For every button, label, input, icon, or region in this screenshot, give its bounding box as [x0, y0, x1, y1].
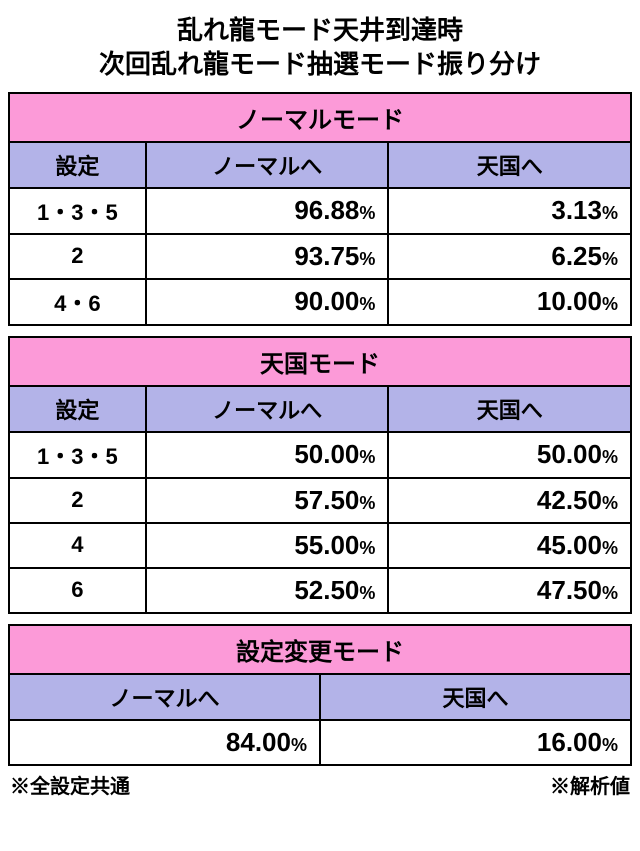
table-row: 1・3・5 50.00% 50.00%: [9, 432, 631, 478]
setting-cell: 1・3・5: [9, 188, 146, 234]
col-header-normal: ノーマルへ: [146, 142, 389, 188]
mode-header-normal: ノーマルモード: [9, 93, 631, 142]
footer: ※全設定共通 ※解析値: [8, 766, 632, 803]
table-row: 2 93.75% 6.25%: [9, 234, 631, 279]
value-cell-heaven: 3.13%: [388, 188, 631, 234]
title-line2: 次回乱れ龍モード抽選モード振り分け: [99, 49, 541, 79]
footer-right: ※解析値: [550, 770, 630, 799]
table-row: 4 55.00% 45.00%: [9, 523, 631, 568]
setting-cell: 6: [9, 568, 146, 613]
col-header-setting: 設定: [9, 142, 146, 188]
table-heaven-mode: 天国モード 設定 ノーマルへ 天国へ 1・3・5 50.00% 50.00% 2…: [8, 336, 632, 614]
title-line1: 乱れ龍モード天井到達時: [177, 15, 463, 45]
spacer: [8, 614, 632, 624]
mode-header-change: 設定変更モード: [9, 625, 631, 674]
value-cell-normal: 84.00%: [9, 720, 320, 765]
value-cell-normal: 50.00%: [146, 432, 389, 478]
value-cell-heaven: 50.00%: [388, 432, 631, 478]
setting-cell: 4: [9, 523, 146, 568]
table-normal-mode: ノーマルモード 設定 ノーマルへ 天国へ 1・3・5 96.88% 3.13% …: [8, 92, 632, 326]
footer-left: ※全設定共通: [10, 770, 130, 799]
value-cell-heaven: 10.00%: [388, 279, 631, 325]
value-cell-normal: 57.50%: [146, 478, 389, 523]
mode-header-heaven: 天国モード: [9, 337, 631, 386]
setting-cell: 2: [9, 478, 146, 523]
value-cell-heaven: 6.25%: [388, 234, 631, 279]
col-header-heaven: 天国へ: [320, 674, 631, 720]
table-row: 2 57.50% 42.50%: [9, 478, 631, 523]
table-row: 4・6 90.00% 10.00%: [9, 279, 631, 325]
table-row: 1・3・5 96.88% 3.13%: [9, 188, 631, 234]
col-header-normal: ノーマルへ: [146, 386, 389, 432]
col-header-heaven: 天国へ: [388, 386, 631, 432]
value-cell-heaven: 16.00%: [320, 720, 631, 765]
col-header-heaven: 天国へ: [388, 142, 631, 188]
value-cell-heaven: 42.50%: [388, 478, 631, 523]
container: 乱れ龍モード天井到達時 次回乱れ龍モード抽選モード振り分け ノーマルモード 設定…: [0, 0, 640, 811]
table-change-mode: 設定変更モード ノーマルへ 天国へ 84.00% 16.00%: [8, 624, 632, 766]
value-cell-normal: 52.50%: [146, 568, 389, 613]
value-cell-heaven: 45.00%: [388, 523, 631, 568]
setting-cell: 1・3・5: [9, 432, 146, 478]
spacer: [8, 326, 632, 336]
setting-cell: 4・6: [9, 279, 146, 325]
col-header-normal: ノーマルへ: [9, 674, 320, 720]
value-cell-normal: 93.75%: [146, 234, 389, 279]
table-row: 84.00% 16.00%: [9, 720, 631, 765]
setting-cell: 2: [9, 234, 146, 279]
value-cell-normal: 96.88%: [146, 188, 389, 234]
table-row: 6 52.50% 47.50%: [9, 568, 631, 613]
col-header-setting: 設定: [9, 386, 146, 432]
value-cell-normal: 55.00%: [146, 523, 389, 568]
page-title: 乱れ龍モード天井到達時 次回乱れ龍モード抽選モード振り分け: [8, 8, 632, 92]
value-cell-heaven: 47.50%: [388, 568, 631, 613]
value-cell-normal: 90.00%: [146, 279, 389, 325]
